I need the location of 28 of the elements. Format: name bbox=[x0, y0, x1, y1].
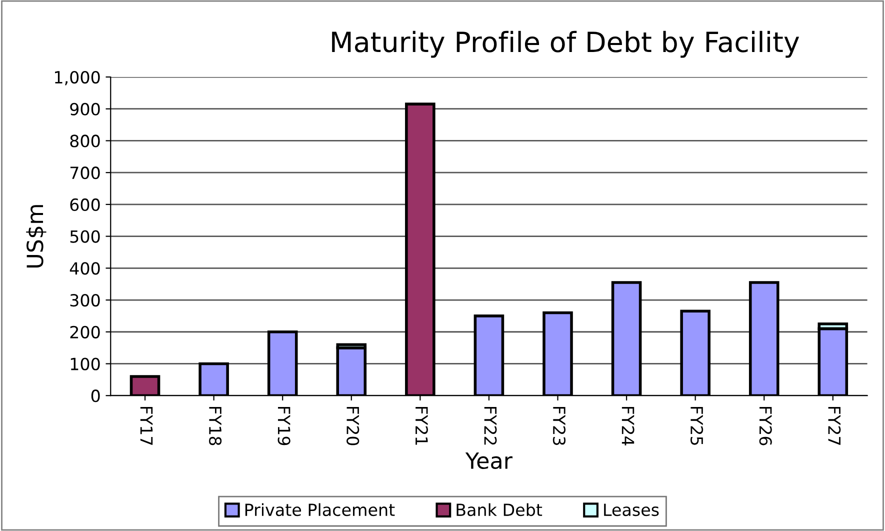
legend-label: Bank Debt bbox=[456, 503, 542, 516]
x-tick-label: FY27 bbox=[828, 406, 841, 445]
y-tick-label: 200 bbox=[70, 326, 100, 338]
x-tick-label: FY20 bbox=[346, 406, 360, 446]
chart-title: Maturity Profile of Debt by Facility bbox=[332, 30, 800, 58]
y-tick-label: 900 bbox=[70, 102, 100, 116]
y-tick-label: 700 bbox=[70, 166, 100, 180]
x-tick-label: FY23 bbox=[552, 406, 566, 445]
y-tick-label: 500 bbox=[70, 230, 100, 243]
y-tick-label: 800 bbox=[70, 134, 100, 148]
legend-label: Leases bbox=[604, 504, 659, 516]
x-tick-label: FY22 bbox=[484, 406, 497, 445]
x-axis-title: Year bbox=[465, 452, 512, 470]
legend-label: Private Placement bbox=[245, 503, 395, 516]
y-tick-label: 300 bbox=[70, 294, 100, 307]
x-tick-label: FY21 bbox=[416, 406, 428, 445]
y-tick-label: 0 bbox=[91, 390, 100, 402]
x-tick-label: FY17 bbox=[140, 406, 153, 445]
y-tick-label: 600 bbox=[70, 198, 100, 212]
x-tick-label: FY26 bbox=[759, 406, 772, 446]
x-tick-label: FY25 bbox=[690, 406, 704, 445]
y-axis-title: US$m bbox=[26, 205, 46, 268]
y-tick-label: 1,000 bbox=[55, 70, 100, 86]
x-tick-label: FY24 bbox=[622, 406, 634, 446]
x-tick-label: FY18 bbox=[208, 406, 222, 446]
x-tick-label: FY19 bbox=[278, 406, 290, 446]
y-tick-label: 100 bbox=[70, 358, 100, 370]
y-tick-label: 400 bbox=[70, 262, 100, 275]
